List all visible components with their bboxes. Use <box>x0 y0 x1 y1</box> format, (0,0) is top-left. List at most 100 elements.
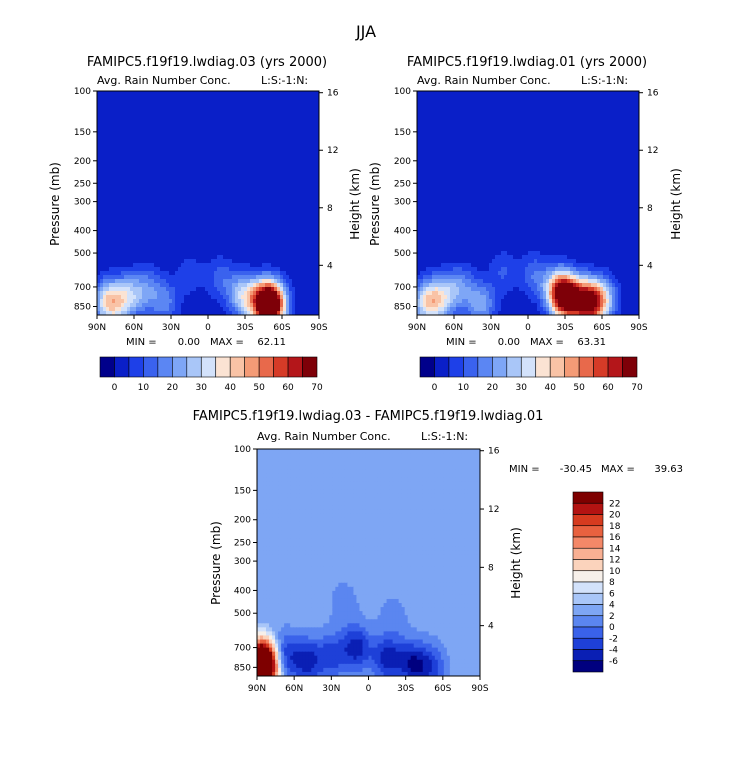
field-cell <box>205 283 209 288</box>
field-cell <box>277 307 281 312</box>
field-cell <box>268 283 272 288</box>
field-cell <box>235 211 239 216</box>
field-cell <box>115 123 119 128</box>
field-cell <box>304 135 308 140</box>
field-cell <box>636 95 639 100</box>
field-cell <box>301 303 305 308</box>
field-cell <box>534 119 538 124</box>
field-cell <box>244 163 248 168</box>
field-cell <box>567 107 571 112</box>
field-cell <box>271 239 275 244</box>
field-cell <box>121 207 125 212</box>
field-cell <box>456 99 460 104</box>
field-cell <box>609 103 613 108</box>
field-cell <box>181 235 185 240</box>
field-cell <box>97 135 101 140</box>
field-cell <box>157 283 161 288</box>
field-cell <box>268 271 272 276</box>
field-cell <box>187 215 191 220</box>
field-cell <box>465 131 469 136</box>
field-cell <box>313 203 317 208</box>
field-cell <box>453 95 457 100</box>
field-cell <box>247 115 251 120</box>
field-cell <box>262 291 266 296</box>
field-cell <box>202 187 206 192</box>
field-cell <box>307 299 311 304</box>
field-cell <box>226 291 230 296</box>
field-cell <box>190 107 194 112</box>
field-cell <box>462 107 466 112</box>
field-cell <box>178 131 182 136</box>
field-cell <box>211 135 215 140</box>
field-cell <box>262 199 266 204</box>
field-cell <box>274 187 278 192</box>
field-cell <box>262 311 266 315</box>
field-cell <box>109 239 113 244</box>
field-cell <box>115 131 119 136</box>
field-cell <box>262 283 266 288</box>
field-cell <box>271 199 275 204</box>
field-cell <box>190 291 194 296</box>
field-cell <box>301 251 305 256</box>
field-cell <box>112 163 116 168</box>
field-cell <box>97 223 101 228</box>
field-cell <box>307 287 311 292</box>
field-cell <box>510 119 514 124</box>
field-cell <box>540 127 544 132</box>
field-cell <box>202 135 206 140</box>
field-cell <box>175 127 179 132</box>
field-cell <box>160 171 164 176</box>
field-cell <box>307 199 311 204</box>
field-cell <box>259 199 263 204</box>
field-cell <box>106 219 110 224</box>
field-cell <box>139 291 143 296</box>
field-cell <box>211 231 215 236</box>
field-cell <box>253 299 257 304</box>
field-cell <box>118 219 122 224</box>
field-cell <box>277 271 281 276</box>
field-cell <box>106 291 110 296</box>
field-cell <box>259 207 263 212</box>
field-cell <box>100 291 104 296</box>
field-cell <box>223 215 227 220</box>
field-cell <box>208 235 212 240</box>
field-cell <box>100 175 104 180</box>
field-cell <box>184 127 188 132</box>
field-cell <box>124 107 128 112</box>
field-cell <box>247 311 251 315</box>
field-cell <box>307 151 311 156</box>
field-cell <box>103 243 107 248</box>
field-cell <box>145 155 149 160</box>
field-cell <box>603 127 607 132</box>
field-cell <box>441 111 445 116</box>
field-cell <box>555 107 559 112</box>
field-cell <box>142 207 146 212</box>
field-cell <box>313 123 317 128</box>
field-cell <box>292 219 296 224</box>
field-cell <box>106 127 110 132</box>
field-cell <box>316 311 319 315</box>
field-cell <box>558 107 562 112</box>
field-cell <box>166 131 170 136</box>
field-cell <box>181 223 185 228</box>
field-cell <box>238 155 242 160</box>
field-cell <box>202 299 206 304</box>
field-cell <box>513 99 517 104</box>
field-cell <box>199 227 203 232</box>
field-cell <box>193 115 197 120</box>
field-cell <box>268 235 272 240</box>
field-cell <box>426 127 430 132</box>
field-cell <box>100 147 104 152</box>
field-cell <box>163 191 167 196</box>
field-cell <box>247 99 251 104</box>
field-cell <box>136 231 140 236</box>
field-cell <box>196 291 200 296</box>
field-cell <box>214 303 218 308</box>
field-cell <box>238 299 242 304</box>
field-cell <box>534 111 538 116</box>
field-cell <box>202 223 206 228</box>
field-cell <box>229 123 233 128</box>
field-cell <box>259 227 263 232</box>
field-cell <box>510 123 514 128</box>
field-cell <box>304 131 308 136</box>
